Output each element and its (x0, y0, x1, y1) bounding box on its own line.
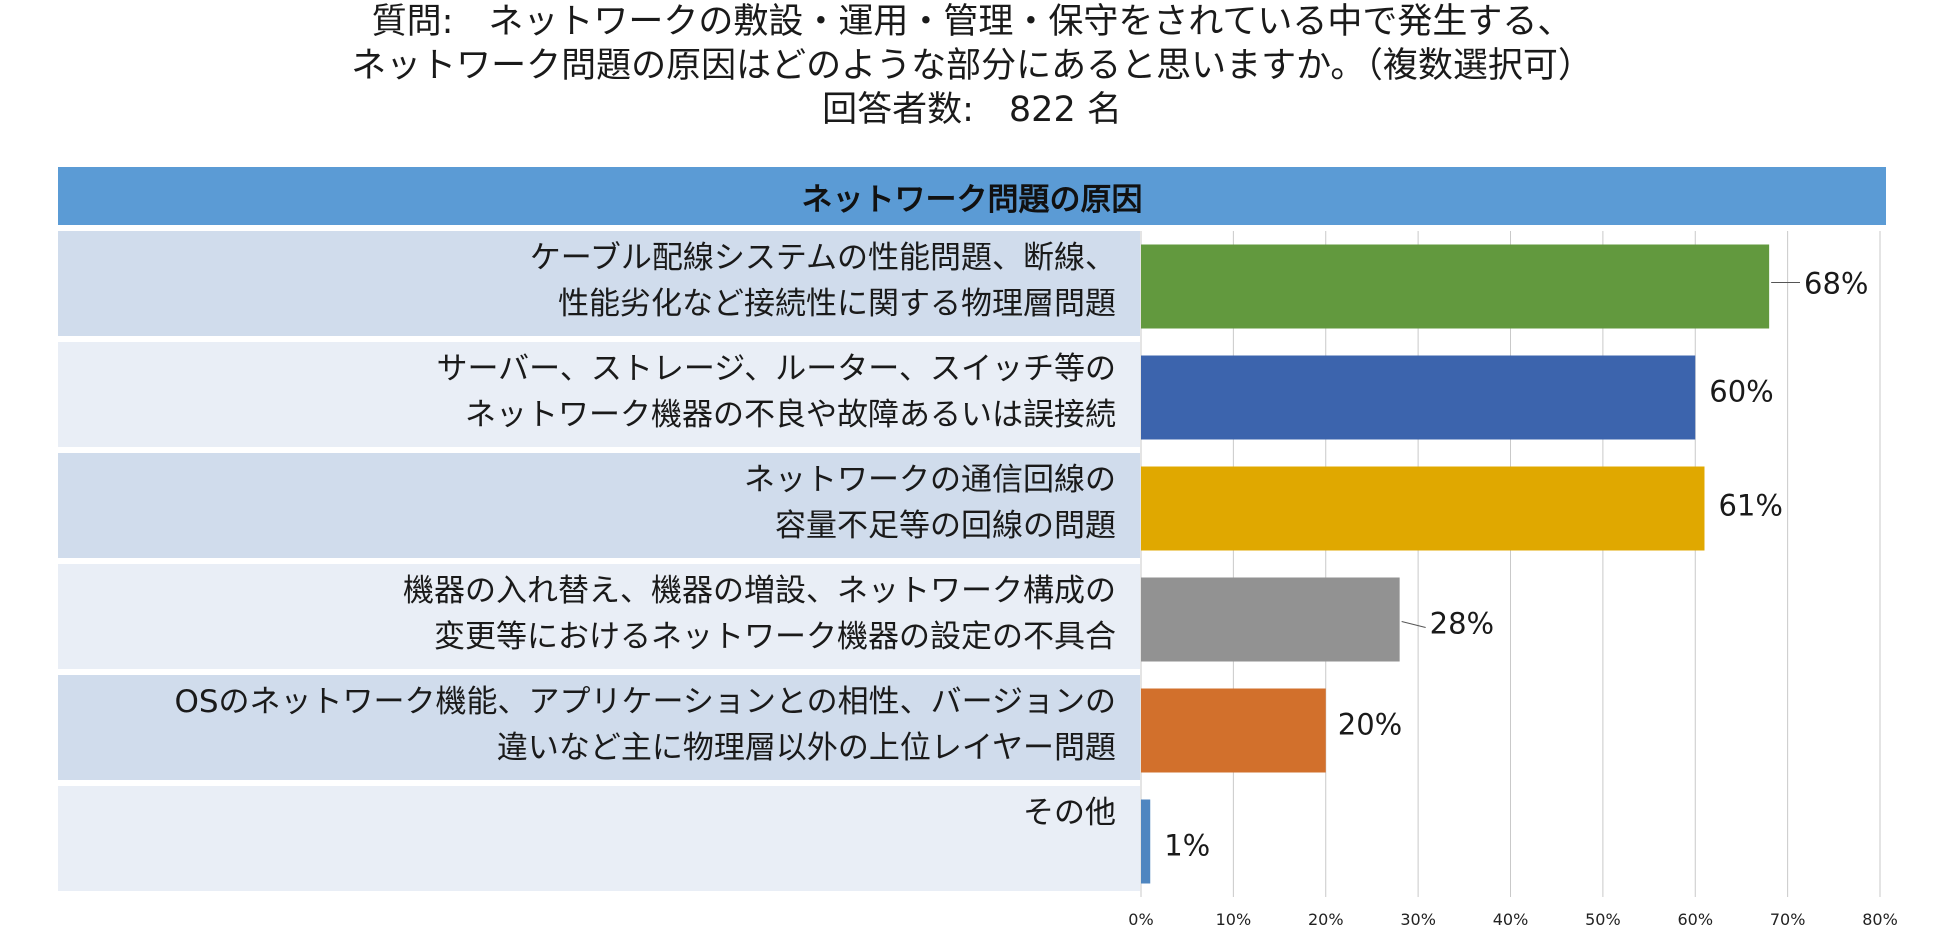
category-label: サーバー、ストレージ、ルーター、スイッチ等の (436, 351, 1116, 387)
question-line-1: 質問: ネットワークの敷設・運用・管理・保守をされている中で発生する、 (371, 2, 1573, 42)
bar (1141, 244, 1770, 329)
x-tick-label: 40% (1493, 910, 1529, 929)
chart-title-bar: ネットワーク問題の原因 (58, 167, 1886, 225)
x-tick-label: 80% (1862, 910, 1898, 929)
category-label: 機器の入れ替え、機器の増設、ネットワーク構成の (403, 573, 1116, 609)
category-label: OSのネットワーク機能、アプリケーションとの相性、バージョンの (174, 684, 1116, 720)
category-label-row: 機器の入れ替え、機器の増設、ネットワーク構成の変更等におけるネットワーク機器の設… (58, 564, 1140, 669)
data-label: 68% (1804, 267, 1868, 301)
bar (1141, 688, 1326, 773)
data-label: 20% (1338, 708, 1402, 742)
category-label: ネットワーク機器の不良や故障あるいは誤接続 (465, 397, 1116, 433)
x-tick-label: 50% (1585, 910, 1621, 929)
bar (1141, 355, 1696, 440)
category-label: その他 (1023, 795, 1116, 831)
category-label: ケーブル配線システムの性能問題、断線、 (529, 240, 1116, 276)
category-label-row: OSのネットワーク機能、アプリケーションとの相性、バージョンの違いなど主に物理層… (58, 675, 1140, 780)
category-label: 変更等におけるネットワーク機器の設定の不具合 (434, 619, 1116, 655)
bar (1141, 577, 1400, 662)
bar (1141, 799, 1151, 884)
category-label: 性能劣化など接続性に関する物理層問題 (558, 286, 1116, 322)
x-tick-label: 70% (1770, 910, 1806, 929)
category-label-row: サーバー、ストレージ、ルーター、スイッチ等のネットワーク機器の不良や故障あるいは… (58, 342, 1140, 447)
category-label: 容量不足等の回線の問題 (775, 508, 1116, 544)
leader-line (1401, 621, 1426, 628)
x-tick-label: 20% (1308, 910, 1344, 929)
data-label: 60% (1709, 375, 1773, 409)
x-tick-label: 0% (1128, 910, 1153, 929)
x-tick-label: 60% (1677, 910, 1713, 929)
question-header: 質問: ネットワークの敷設・運用・管理・保守をされている中で発生する、 ネットワ… (0, 0, 1944, 132)
question-line-2: ネットワーク問題の原因はどのような部分にあると思いますか。（複数選択可） (351, 46, 1593, 86)
bar (1141, 466, 1705, 551)
x-tick-label: 30% (1400, 910, 1436, 929)
x-tick-label: 10% (1216, 910, 1252, 929)
category-label-row: ネットワークの通信回線の容量不足等の回線の問題 (58, 453, 1140, 558)
data-label: 28% (1430, 607, 1494, 641)
data-label: 61% (1718, 489, 1782, 523)
respondent-count: 回答者数: 822 名 (822, 90, 1122, 130)
category-label: 違いなど主に物理層以外の上位レイヤー問題 (496, 730, 1116, 766)
data-label: 1% (1164, 829, 1210, 863)
category-label-row: その他 (58, 786, 1140, 891)
chart-title: ネットワーク問題の原因 (801, 181, 1143, 218)
category-label-row: ケーブル配線システムの性能問題、断線、性能劣化など接続性に関する物理層問題 (58, 231, 1140, 336)
category-label: ネットワークの通信回線の (744, 462, 1116, 498)
